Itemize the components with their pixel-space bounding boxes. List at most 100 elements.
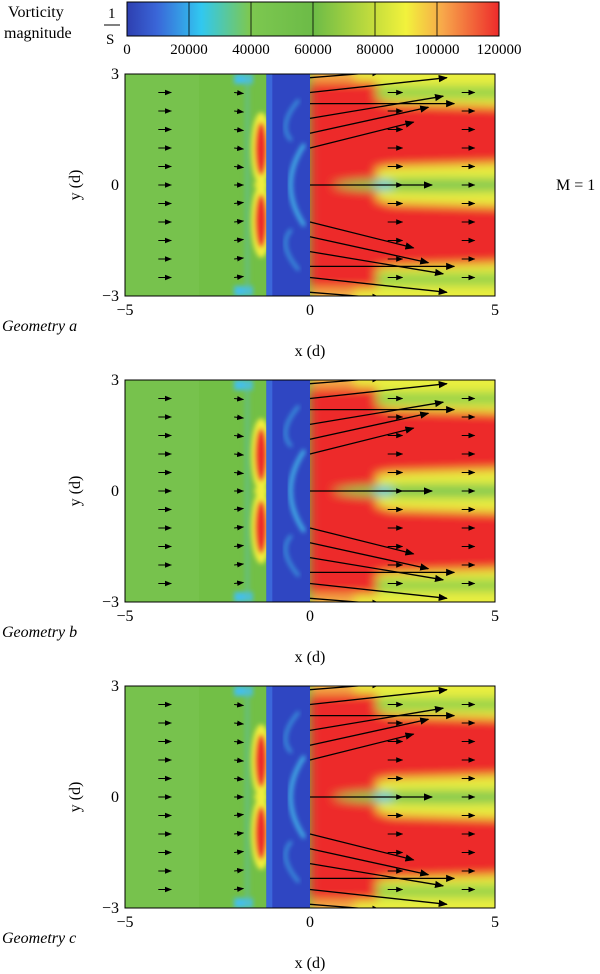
obstacle (266, 380, 310, 602)
vorticity-field (125, 686, 495, 908)
lens-core (255, 428, 268, 482)
velocity-arrow (234, 470, 245, 476)
upstream-shear (234, 380, 253, 602)
velocity-arrow (309, 582, 448, 602)
wake-green-streak (369, 86, 495, 99)
vorticity-field (125, 74, 495, 296)
velocity-arrow (309, 276, 448, 296)
velocity-arrow (309, 399, 445, 426)
velocity-arrow (309, 105, 430, 134)
flow-panel: −5 0 5 3 0 −3 y (d) x (d) Geometry b (2, 372, 499, 666)
obstacle (266, 74, 310, 296)
obstacle-arc (284, 228, 301, 272)
velocity-arrow (309, 705, 445, 732)
y-tick-label: −3 (102, 900, 119, 917)
obstacle-body (266, 74, 310, 296)
x-tick-label: 0 (306, 302, 314, 319)
obstacle-arc (284, 534, 301, 578)
obstacle-face (266, 74, 273, 296)
y-tick-label: 3 (111, 66, 119, 83)
y-axis-label: y (d) (67, 170, 84, 201)
y-tick-label: −3 (102, 594, 119, 611)
lens-center (254, 487, 269, 495)
velocity-arrow (234, 849, 245, 855)
panel-caption: Geometry c (2, 930, 76, 947)
velocity-arrow (234, 886, 245, 892)
x-tick-label: −5 (116, 608, 133, 625)
wake-green-streak (369, 698, 495, 711)
shear-spot (234, 898, 253, 908)
velocity-arrow (309, 380, 382, 385)
x-tick-label: 5 (491, 302, 499, 319)
velocity-arrow (309, 236, 430, 265)
shear-spot (234, 592, 253, 602)
velocity-vectors (158, 686, 476, 908)
velocity-arrow (234, 506, 245, 512)
colorbar-legend: Vorticity magnitude 1 S 0 20000 40000 60000… (4, 1, 522, 58)
velocity-arrow (234, 108, 245, 115)
velocity-arrow (309, 888, 448, 908)
obstacle-arc (284, 840, 301, 884)
leading-edge-lens (251, 112, 272, 258)
velocity-arrow (234, 164, 245, 170)
flow-panel: −5 0 5 3 0 −3 y (d) x (d) Geometry a (2, 66, 499, 360)
y-tick-label: 0 (111, 789, 119, 806)
colorbar-tick-label: 20000 (170, 42, 208, 58)
colorbar-title-line1: Vorticity (8, 4, 64, 21)
wake-green-streak (369, 885, 495, 898)
colorbar-unit-denominator: S (106, 32, 114, 48)
velocity-arrow (234, 543, 245, 549)
velocity-vectors (158, 380, 476, 602)
leading-edge-lens (251, 418, 272, 564)
velocity-arrow (309, 120, 415, 149)
upstream-shear (234, 686, 253, 908)
velocity-arrow (309, 903, 382, 908)
velocity-arrow (234, 812, 245, 818)
velocity-arrow (234, 776, 245, 782)
velocity-arrow (309, 717, 430, 746)
obstacle-body (266, 686, 310, 908)
m-value-label: M = 1 (556, 177, 595, 194)
x-tick-label: −5 (116, 302, 133, 319)
velocity-arrow (234, 561, 245, 568)
x-tick-label: 5 (491, 608, 499, 625)
panel-caption: Geometry b (2, 624, 77, 641)
velocity-arrow (234, 90, 245, 96)
x-tick-label: 0 (306, 914, 314, 931)
shear-line (245, 380, 250, 602)
velocity-arrow (234, 433, 245, 439)
velocity-arrow (234, 255, 245, 262)
colorbar-title-line2: magnitude (4, 25, 72, 42)
velocity-arrow (234, 451, 245, 458)
plot-frame (124, 379, 496, 603)
velocity-arrow (309, 556, 445, 583)
vorticity-field (125, 380, 495, 602)
velocity-arrow (234, 830, 245, 837)
colorbar-tick-label: 60000 (294, 42, 332, 58)
colorbar-tick-label: 40000 (232, 42, 270, 58)
obstacle-arc (288, 755, 307, 839)
velocity-arrow (309, 74, 448, 94)
velocity-arrow (234, 580, 245, 586)
velocity-arrow (309, 250, 445, 277)
lens-core (255, 734, 268, 788)
velocity-arrow (309, 93, 445, 120)
edge-tip-top (310, 380, 355, 386)
plot-frame (124, 685, 496, 909)
wake-green-streak (369, 392, 495, 405)
wake-green-streak (369, 579, 495, 592)
velocity-arrow (234, 396, 245, 402)
velocity-arrow (309, 426, 415, 455)
x-tick-label: 0 (306, 608, 314, 625)
velocity-arrow (234, 524, 245, 531)
leading-edge-lens (251, 724, 272, 870)
velocity-arrow (309, 848, 430, 877)
colorbar-ticks: 0 20000 40000 60000 80000 100000 120000 (123, 2, 522, 58)
obstacle-face (266, 686, 273, 908)
lens-center (254, 181, 269, 189)
colorbar-unit-numerator: 1 (108, 6, 116, 22)
lens-core (255, 500, 268, 554)
velocity-arrow (234, 739, 245, 745)
velocity-arrow (309, 411, 430, 440)
